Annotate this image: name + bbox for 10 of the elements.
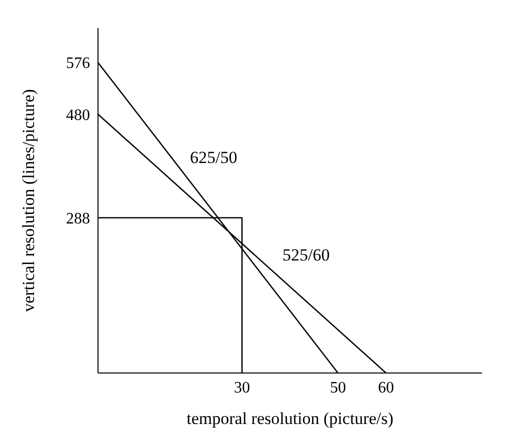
x-tick-label: 30: [234, 379, 250, 396]
series-label: 625/50: [190, 148, 238, 168]
y-axis-title: vertical resolution (lines/picture): [19, 89, 38, 312]
y-tick-label: 480: [66, 106, 90, 124]
series-label: 525/60: [282, 246, 330, 265]
x-axis-title: temporal resolution (picture/s): [186, 409, 394, 428]
y-tick-label: 288: [66, 210, 90, 228]
y-tick-label: 576: [66, 55, 90, 72]
x-tick-label: 50: [330, 379, 346, 396]
x-tick-label: 60: [378, 379, 394, 396]
